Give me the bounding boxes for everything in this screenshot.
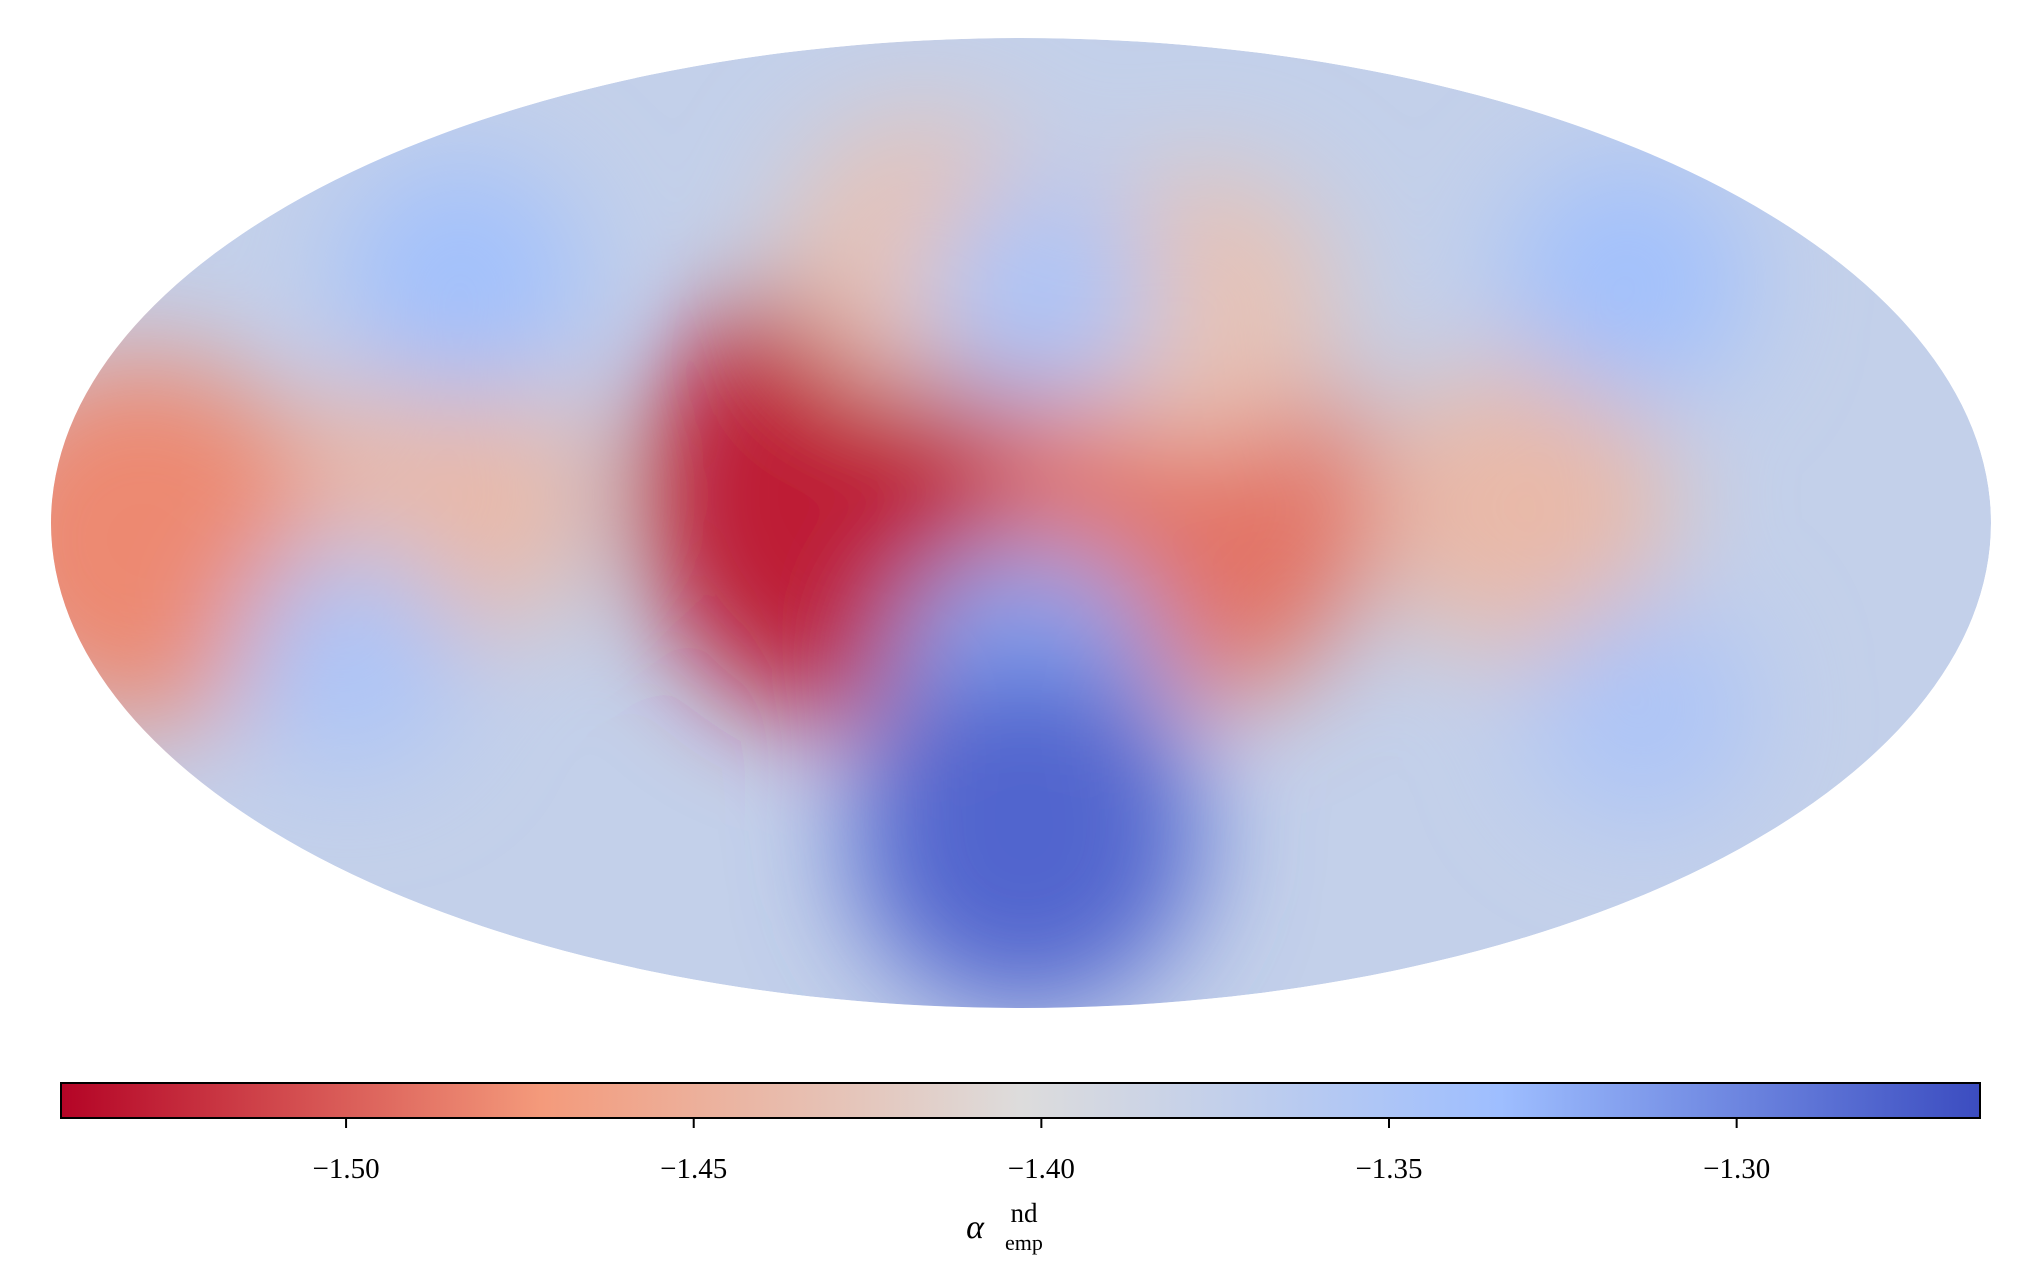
map-feature [235, 545, 461, 771]
x-tick-label: −1.30 [1703, 1153, 1770, 1185]
map-feature [51, 354, 328, 724]
map-feature [1506, 159, 1750, 402]
colorbar-ticks: −1.50 −1.45 −1.40 −1.35 −1.30 [313, 1118, 1770, 1185]
map-features [51, 114, 1755, 1008]
sky-map [51, 38, 1991, 1008]
map-feature [1373, 358, 1671, 656]
x-tick-label: −1.50 [313, 1153, 380, 1185]
colorbar [60, 1082, 1981, 1119]
map-feature [927, 184, 1153, 410]
map-feature [849, 660, 1201, 1008]
colorbar-label-subscript: emp [1005, 1230, 1043, 1255]
x-tick-label: −1.35 [1355, 1153, 1422, 1185]
colorbar-label-superscript: nd [1011, 1198, 1039, 1228]
colorbar-label-symbol: α [966, 1209, 985, 1246]
x-tick-label: −1.45 [660, 1153, 727, 1185]
map-feature [1529, 599, 1755, 825]
map-feature [339, 159, 583, 402]
x-tick-label: −1.40 [1008, 1153, 1075, 1185]
